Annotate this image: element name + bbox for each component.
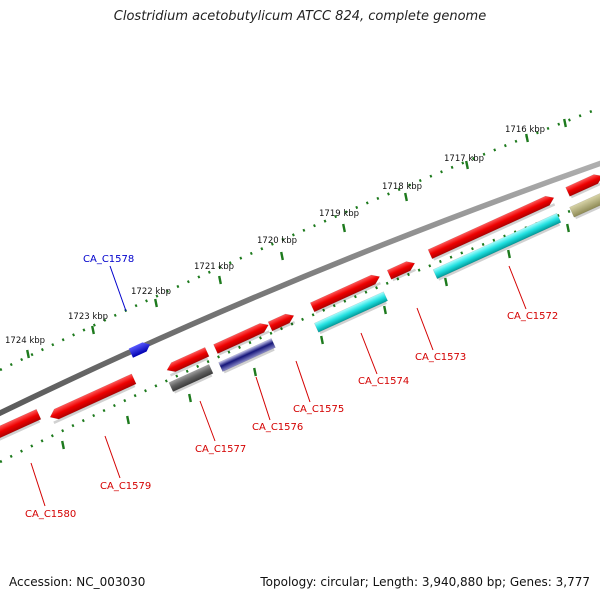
scale-label-1723: 1723 kbp bbox=[68, 312, 108, 322]
inner-major-tick bbox=[61, 440, 65, 450]
gene-bar-edge-olive[interactable] bbox=[569, 190, 600, 220]
gene-label-ca-c1572[interactable]: CA_C1572 bbox=[507, 311, 558, 322]
gene-label-ca-c1578[interactable]: CA_C1578 bbox=[83, 254, 134, 265]
scale-label-1718: 1718 kbp bbox=[382, 182, 422, 192]
scale-label-1719: 1719 kbp bbox=[319, 209, 359, 219]
gene-bar-ca-c1577[interactable] bbox=[168, 363, 214, 394]
scale-labels: 1716 kbp 1717 kbp 1718 kbp 1719 kbp 1720… bbox=[5, 125, 545, 346]
scale-label-1716: 1716 kbp bbox=[505, 125, 545, 135]
gene-label-ca-c1576[interactable]: CA_C1576 bbox=[252, 422, 303, 433]
gene-arrow-ca-c1573[interactable] bbox=[386, 259, 418, 282]
outer-major-tick bbox=[525, 133, 529, 143]
gene-bar-ca-c1574[interactable] bbox=[314, 291, 388, 335]
outer-major-tick bbox=[154, 298, 158, 308]
leader-line bbox=[360, 332, 378, 375]
leader-line bbox=[199, 400, 216, 442]
gene-label-ca-c1573[interactable]: CA_C1573 bbox=[415, 352, 466, 363]
outer-major-tick bbox=[342, 223, 346, 233]
outer-major-tick bbox=[280, 251, 284, 261]
inner-major-tick bbox=[188, 393, 192, 403]
outer-major-tick bbox=[26, 349, 30, 359]
label-leader-lines bbox=[30, 265, 527, 507]
gene-label-ca-c1580[interactable]: CA_C1580 bbox=[25, 509, 76, 520]
genome-summary-text: Topology: circular; Length: 3,940,880 bp… bbox=[260, 575, 590, 589]
gene-arrow-ca-c1577-upper[interactable] bbox=[165, 346, 210, 377]
scale-label-1717: 1717 kbp bbox=[444, 154, 484, 164]
genome-backbone bbox=[0, 160, 600, 417]
gene-arrow-ca-c1572-upper[interactable] bbox=[427, 193, 557, 261]
leader-line bbox=[30, 462, 46, 507]
gene-arrow-edge[interactable] bbox=[565, 172, 600, 199]
inner-scale-track bbox=[0, 198, 600, 464]
gene-bar-ca-c1572[interactable] bbox=[432, 212, 562, 281]
leader-line bbox=[255, 376, 271, 421]
inner-major-tick bbox=[444, 277, 448, 287]
outer-major-tick bbox=[91, 325, 95, 335]
accession-text: Accession: NC_003030 bbox=[9, 575, 146, 589]
gene-labels: CA_C1572 CA_C1573 CA_C1574 CA_C1575 CA_C… bbox=[25, 254, 558, 520]
map-title: Clostridium acetobutylicum ATCC 824, com… bbox=[113, 9, 487, 24]
leader-line bbox=[104, 435, 121, 479]
scale-label-1720: 1720 kbp bbox=[257, 236, 297, 246]
scale-label-1724: 1724 kbp bbox=[5, 336, 45, 346]
scale-label-1722: 1722 kbp bbox=[131, 287, 171, 297]
inner-major-tick bbox=[253, 367, 257, 377]
inner-major-tick bbox=[507, 249, 511, 259]
gene-label-ca-c1577[interactable]: CA_C1577 bbox=[195, 444, 246, 455]
gene-arrow-ca-c1579[interactable] bbox=[48, 373, 137, 424]
outer-major-tick bbox=[404, 192, 408, 202]
major-ticks bbox=[26, 118, 570, 450]
leader-line bbox=[508, 265, 527, 310]
outer-scale-track bbox=[0, 106, 600, 372]
gene-label-ca-c1575[interactable]: CA_C1575 bbox=[293, 404, 344, 415]
gene-label-ca-c1574[interactable]: CA_C1574 bbox=[358, 376, 409, 387]
outer-major-tick bbox=[465, 160, 469, 170]
gene-arrow-ca-c1578[interactable] bbox=[128, 340, 152, 358]
gene-arrow-ca-c1576-upper[interactable] bbox=[213, 320, 272, 356]
leader-line bbox=[109, 265, 127, 312]
outer-major-tick bbox=[218, 275, 222, 285]
gene-bar-ca-c1576[interactable] bbox=[218, 338, 277, 374]
inner-major-tick bbox=[383, 305, 387, 315]
leader-line bbox=[416, 307, 434, 351]
scale-label-1721: 1721 kbp bbox=[194, 262, 234, 272]
inner-major-tick bbox=[126, 415, 130, 425]
gene-features bbox=[0, 172, 600, 443]
inner-major-tick bbox=[320, 335, 324, 345]
inner-major-tick bbox=[566, 223, 570, 233]
gene-arrow-ca-c1580[interactable] bbox=[0, 408, 42, 443]
outer-major-tick bbox=[563, 118, 567, 128]
gene-arrow-ca-c1575[interactable] bbox=[267, 311, 297, 333]
gene-label-ca-c1579[interactable]: CA_C1579 bbox=[100, 481, 151, 492]
leader-line bbox=[295, 360, 311, 403]
gene-arrow-ca-c1574-upper[interactable] bbox=[309, 272, 383, 314]
